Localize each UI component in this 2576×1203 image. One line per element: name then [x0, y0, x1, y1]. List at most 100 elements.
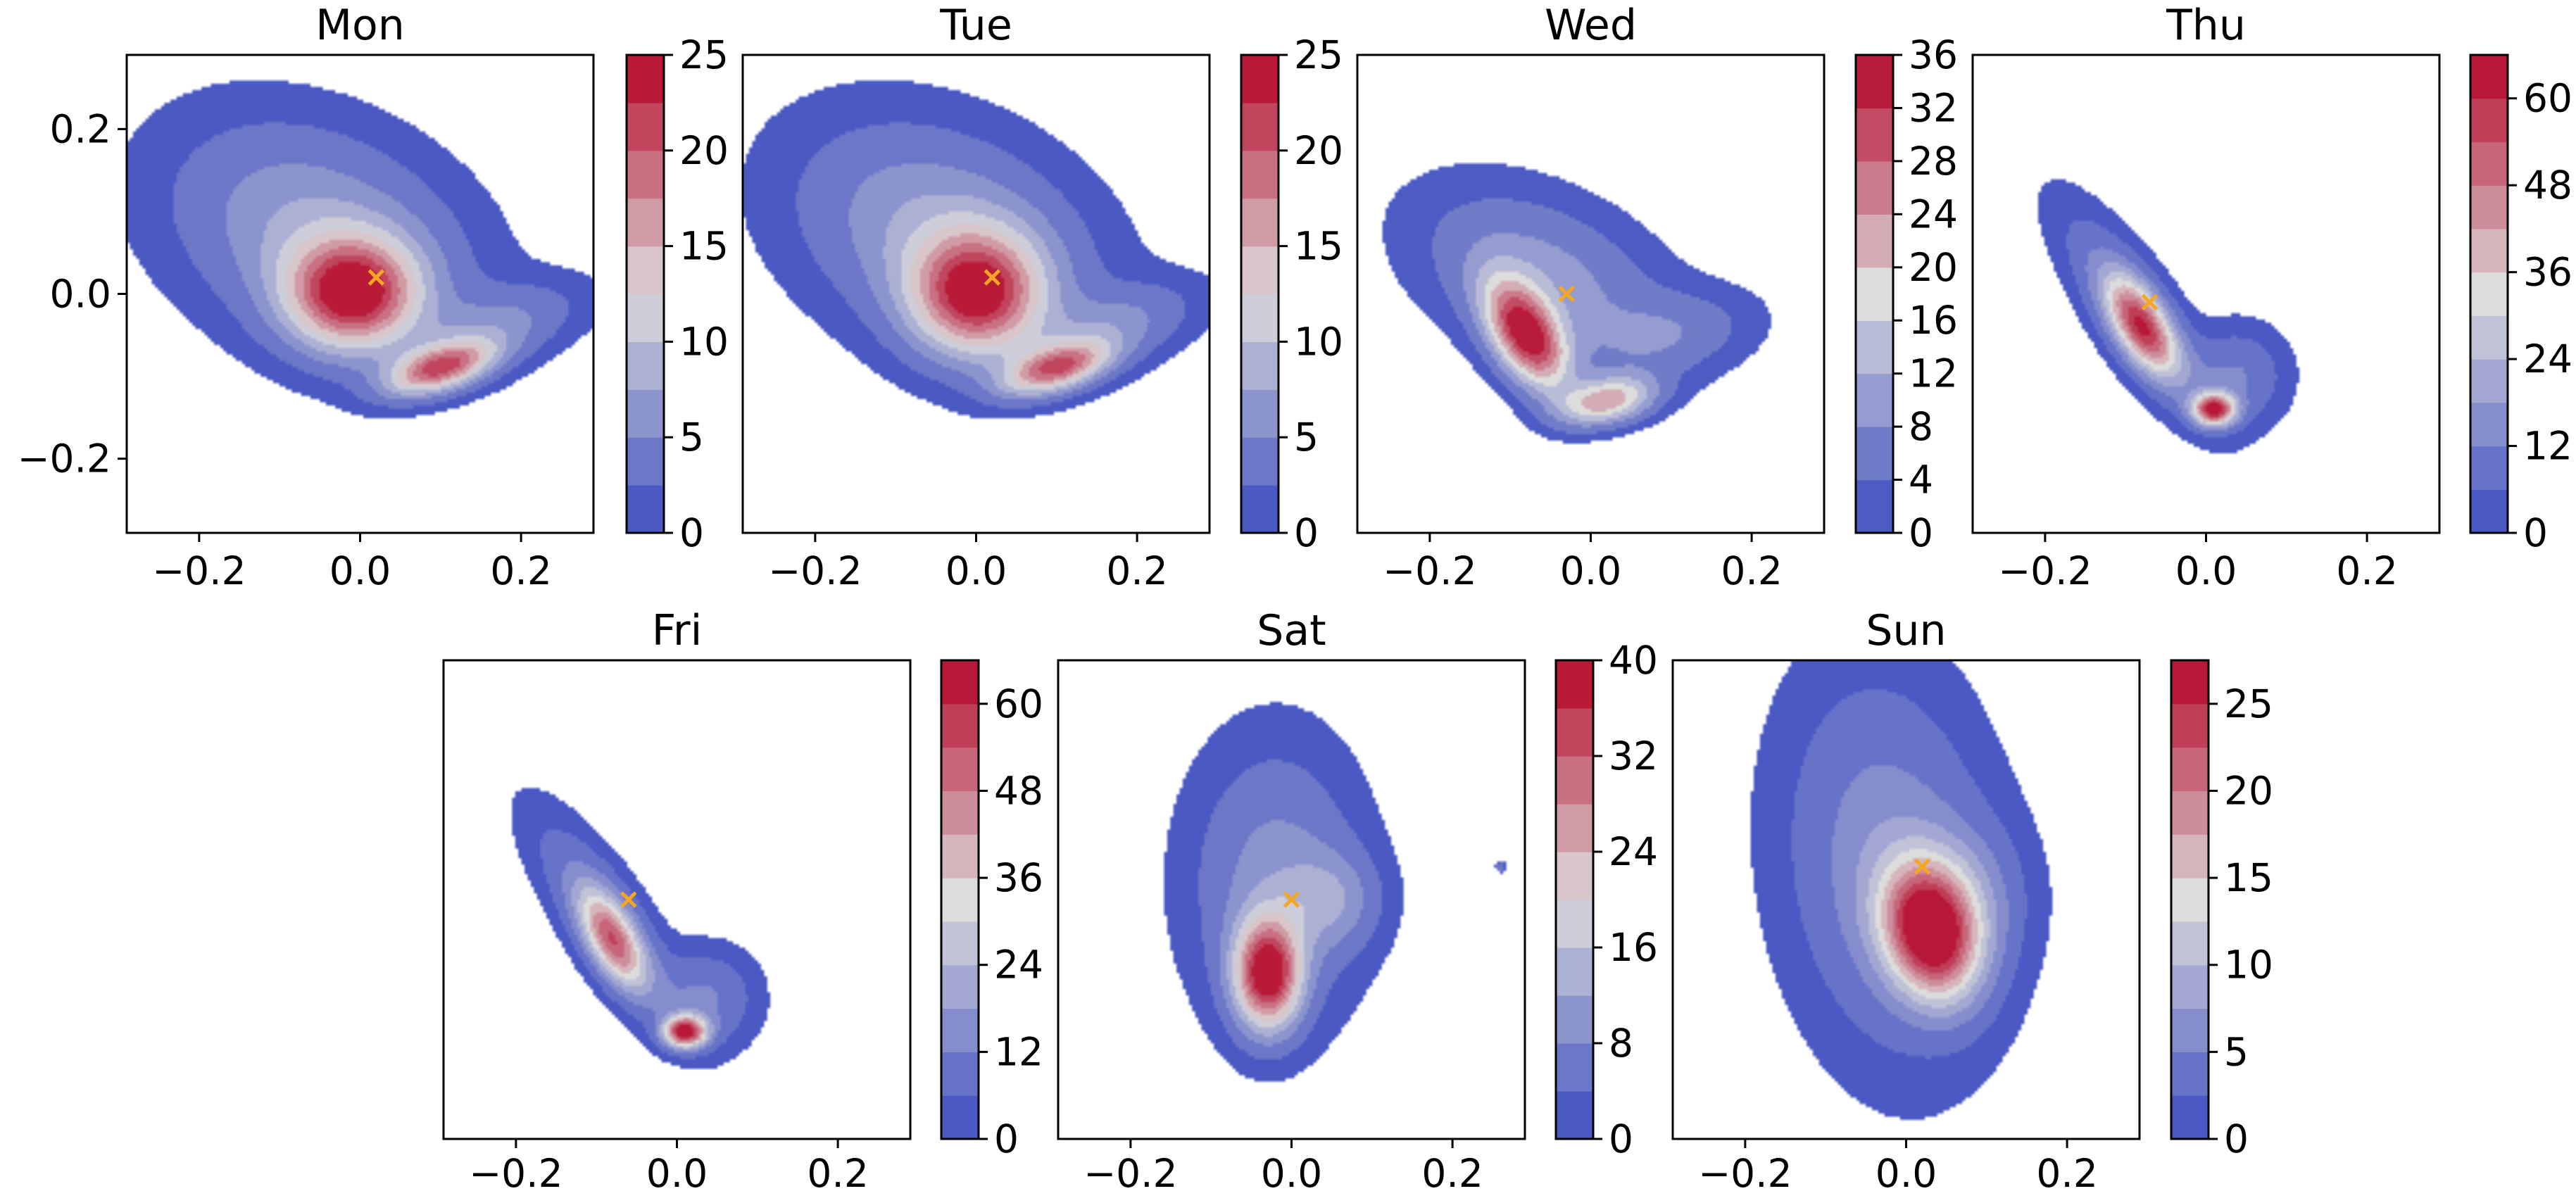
colorbar-segment [2171, 747, 2209, 792]
panel-title: Wed [1545, 1, 1637, 50]
mean-marker [620, 891, 637, 908]
density-contour [743, 55, 1210, 533]
colorbar-tick-label: 36 [2523, 250, 2572, 295]
colorbar-segment [1856, 108, 1893, 162]
colorbar-segment [1556, 756, 1593, 805]
colorbar-tick-label: 0 [2523, 510, 2548, 555]
colorbar: 0 12 24 36 48 60 [2469, 53, 2572, 555]
colorbar-segment [2171, 1052, 2209, 1096]
density-contour [444, 660, 910, 1139]
colorbar-segment [2470, 359, 2508, 403]
mean-marker [367, 269, 385, 286]
panel-title: Thu [2166, 1, 2246, 50]
colorbar-segment [2470, 446, 2508, 490]
colorbar-segment [1856, 320, 1893, 374]
colorbar-segment [1556, 804, 1593, 852]
colorbar-frame [1854, 53, 1895, 534]
x-tick-label: −0.2 [152, 548, 246, 593]
colorbar-tick-label: 48 [994, 768, 1043, 813]
colorbar-tick-label: 60 [2523, 76, 2572, 121]
x-tick-label: −0.2 [1998, 548, 2092, 593]
colorbar-tick-label: 36 [994, 855, 1043, 900]
colorbar: 0 4 8 12 16 20 24 28 32 36 [1854, 32, 1958, 555]
colorbar-segment [2171, 703, 2209, 748]
colorbar-tick-label: 28 [1909, 139, 1958, 184]
colorbar-segment [941, 660, 979, 705]
colorbar-segment [627, 389, 664, 438]
colorbar-segment [941, 747, 979, 792]
colorbar-frame [2469, 53, 2509, 534]
x-tick-label: 0.2 [490, 548, 551, 593]
colorbar-segment [2171, 921, 2209, 966]
colorbar-segment [2470, 98, 2508, 143]
y-tick-label: −0.2 [17, 436, 111, 481]
colorbar-segment [941, 921, 979, 966]
colorbar-segment [1856, 479, 1893, 534]
colorbar-segment [2470, 272, 2508, 316]
colorbar-segment [1556, 900, 1593, 948]
colorbar-segment [2470, 315, 2508, 360]
density-contour [1973, 55, 2439, 533]
colorbar-segment [627, 246, 664, 295]
colorbar-tick-label: 40 [1609, 638, 1658, 683]
colorbar: 0 8 16 24 32 40 [1554, 638, 1658, 1161]
panel-title: Tue [939, 1, 1012, 50]
panel-title: Sun [1866, 606, 1946, 655]
colorbar-tick-label: 12 [2523, 424, 2572, 469]
colorbar-segment [1556, 1043, 1593, 1092]
colorbar-tick-label: 24 [1909, 191, 1958, 237]
panel-tue: Tue −0.2 0.0 0.2 0 5 10 15 20 25 [741, 1, 1343, 593]
colorbar-tick-label: 15 [1294, 224, 1343, 269]
colorbar: 0 12 24 36 48 60 [940, 659, 1043, 1161]
colorbar-segment [627, 150, 664, 199]
colorbar-tick-label: 10 [1294, 319, 1343, 364]
panel-mon: Mon −0.2 0.0 0.2 0.2 0.0 −0.2 0 5 10 15 20 25 [17, 1, 729, 593]
x-tick-label: 0.0 [1876, 1151, 1937, 1196]
colorbar-frame [1240, 53, 1280, 534]
colorbar-tick-label: 20 [2224, 768, 2273, 813]
mean-marker [1558, 285, 1575, 303]
colorbar-frame [625, 53, 665, 534]
x-tick-label: 0.2 [807, 1151, 868, 1196]
colorbar-tick-label: 25 [679, 32, 729, 77]
x-tick-label: 0.0 [1560, 548, 1621, 593]
panel-thu: Thu −0.2 0.0 0.2 0 12 24 36 48 60 [1971, 1, 2572, 593]
x-tick-label: 0.0 [329, 548, 391, 593]
colorbar-frame [2170, 659, 2210, 1140]
y-tick-label: 0.2 [50, 106, 111, 151]
colorbar-segment [1241, 150, 1278, 199]
panel-sun: Sun −0.2 0.0 0.2 0 5 10 15 20 25 [1671, 606, 2273, 1196]
colorbar-segment [1856, 267, 1893, 321]
panel-title: Fri [652, 606, 702, 655]
colorbar-tick-label: 20 [1909, 245, 1958, 290]
colorbar-segment [2171, 964, 2209, 1009]
colorbar-tick-label: 25 [2224, 681, 2273, 726]
colorbar-tick-label: 4 [1909, 458, 1933, 503]
colorbar-tick-label: 24 [994, 943, 1043, 988]
colorbar-tick-label: 32 [1609, 733, 1658, 779]
colorbar: 0 5 10 15 20 25 [2170, 659, 2273, 1161]
colorbar-tick-label: 15 [2224, 855, 2273, 900]
colorbar-tick-label: 8 [1909, 404, 1933, 449]
density-contour [1357, 55, 1824, 533]
x-tick-label: 0.2 [1106, 548, 1167, 593]
mean-marker [2141, 294, 2159, 310]
colorbar-tick-label: 20 [679, 128, 729, 173]
colorbar-segment [2171, 834, 2209, 878]
colorbar-tick-label: 16 [1609, 925, 1658, 970]
colorbar-segment [1241, 294, 1278, 342]
colorbar-segment [1241, 485, 1278, 534]
panel-title: Sat [1257, 606, 1326, 655]
colorbar-tick-label: 0 [1909, 510, 1933, 555]
colorbar-segment [2470, 185, 2508, 229]
colorbar-segment [1241, 389, 1278, 438]
colorbar-segment [1241, 437, 1278, 486]
colorbar-tick-label: 24 [1609, 829, 1658, 874]
colorbar-segment [1241, 341, 1278, 390]
colorbar-segment [2171, 660, 2209, 705]
colorbar-tick-label: 8 [1609, 1021, 1633, 1066]
colorbar-segment [1856, 427, 1893, 481]
colorbar-segment [627, 198, 664, 247]
colorbar-tick-label: 24 [2523, 336, 2572, 382]
colorbar-segment [941, 1052, 979, 1096]
